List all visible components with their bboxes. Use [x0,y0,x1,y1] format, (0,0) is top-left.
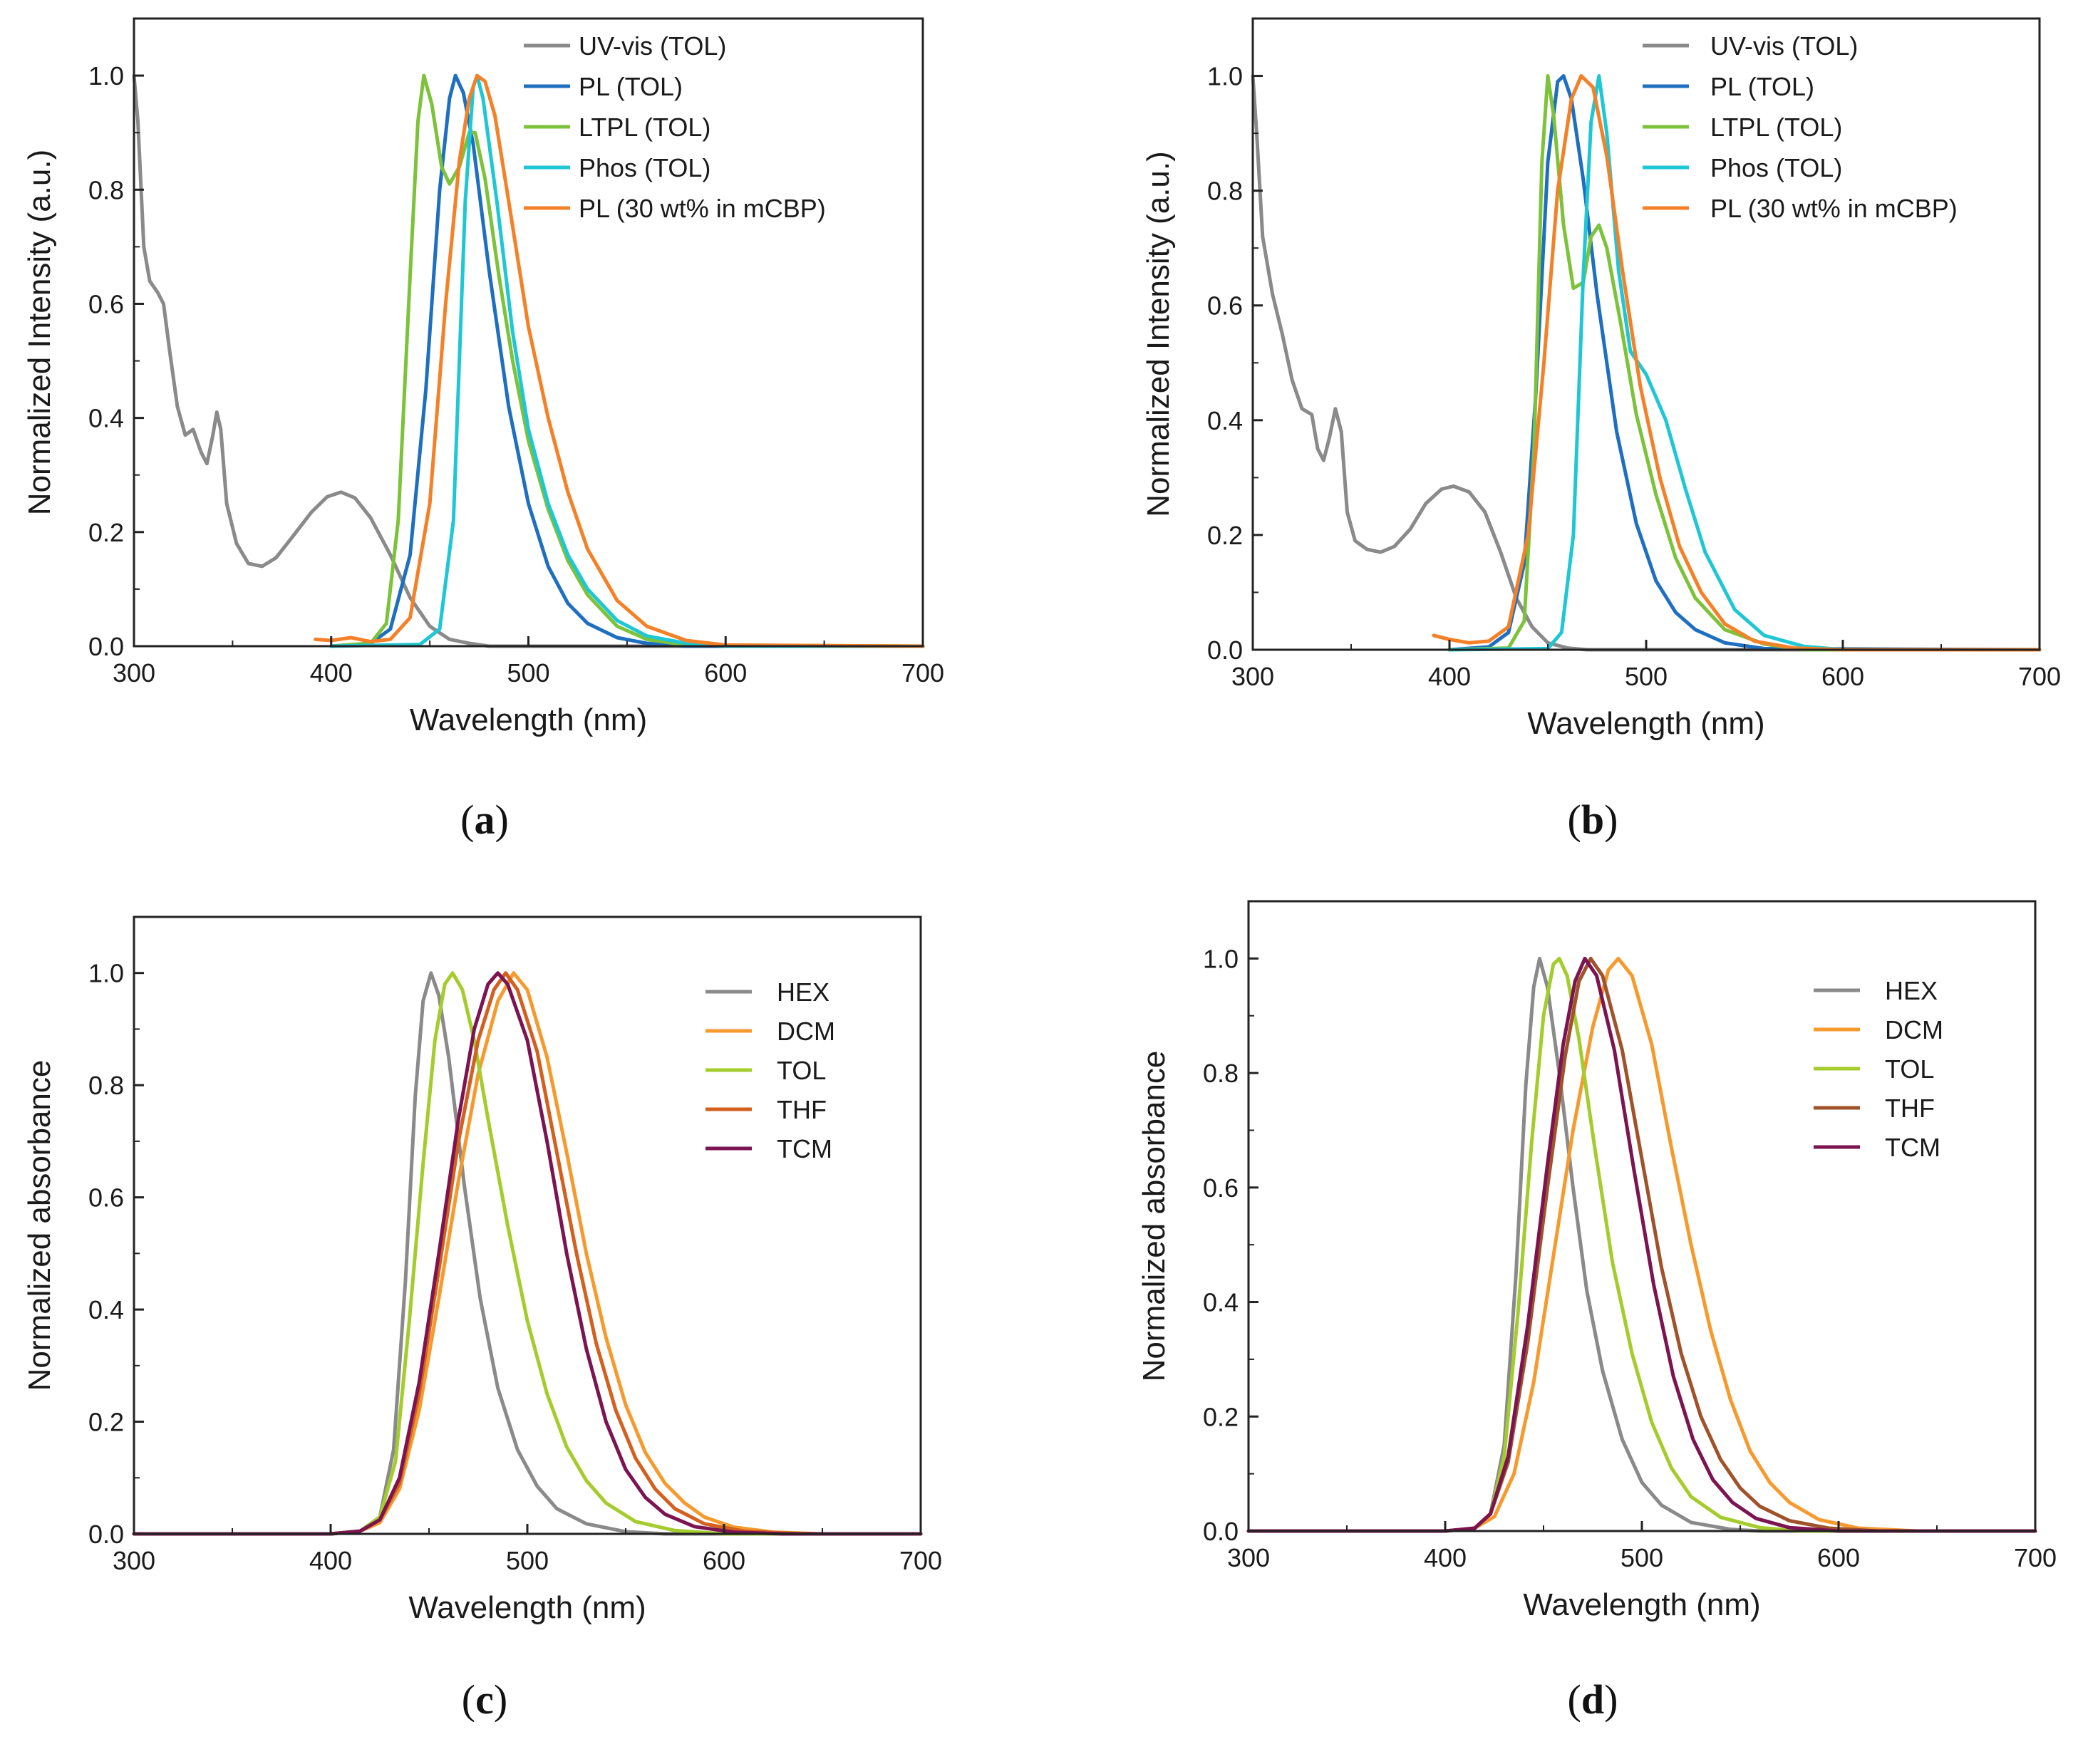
series-line-pl-30-wt-in-mcbp [314,73,925,648]
legend-label: PL (30 wt% in mCBP) [579,194,826,223]
legend-label: PL (30 wt% in mCBP) [1710,194,1958,223]
y-tick-label: 1.0 [88,61,124,90]
x-tick-label: 300 [1231,662,1274,691]
x-tick-label: 500 [1625,662,1668,691]
x-axis-label: Wavelength (nm) [408,1590,646,1625]
y-tick-label: 0.0 [88,632,124,661]
x-tick-label: 300 [1227,1543,1270,1572]
y-tick-label: 1.0 [1207,62,1243,91]
y-tick-label: 0.4 [1203,1288,1239,1317]
y-tick-label: 0.8 [1207,177,1243,206]
y-tick-label: 0.6 [1203,1173,1239,1203]
x-tick-label: 400 [309,1546,352,1575]
legend-label: HEX [1885,976,1938,1005]
x-tick-label: 500 [506,1546,549,1575]
y-tick-label: 0.8 [1203,1059,1239,1088]
legend-label: LTPL (TOL) [1710,113,1842,142]
x-tick-label: 600 [703,1546,745,1575]
x-tick-label: 500 [507,658,549,688]
series-line-tcm [132,971,923,1536]
series-line-dcm [1246,956,2037,1533]
y-tick-label: 0.0 [1207,635,1243,665]
legend-label: PL (TOL) [579,72,683,101]
y-axis-label: Normalized Intensity (a.u.) [1141,151,1176,517]
y-tick-label: 0.2 [88,1408,124,1437]
y-tick-label: 0.2 [88,518,124,547]
series-line-pl-tol [329,73,925,648]
panel-label: (c) [462,1676,507,1723]
x-tick-label: 400 [310,658,353,688]
series-line-pl-30-wt-in-mcbp [1432,74,2042,652]
panel-a: 300 400 500 600 700 0.0 0.2 0.4 0.6 0.8 1.0 Wavelen… [22,17,944,843]
x-axis-label: Wavelength (nm) [1527,706,1764,741]
legend-label: DCM [1885,1015,1943,1044]
x-tick-label: 600 [1821,662,1864,691]
y-tick-label: 0.4 [1207,406,1243,435]
legend-label: UV-vis (TOL) [579,31,726,61]
x-tick-label: 700 [901,658,944,688]
y-axis-label: Normalized Intensity (a.u.) [22,150,57,516]
legend-label: TCM [1885,1133,1940,1162]
legend-label: DCM [777,1017,835,1046]
y-tick-label: 0.6 [88,1183,124,1213]
y-tick-label: 0.2 [1203,1402,1239,1431]
series-line-phos-tol [329,73,925,648]
x-tick-label: 700 [899,1546,942,1575]
legend-label: UV-vis (TOL) [1710,31,1858,61]
x-tick-label: 600 [704,658,747,688]
series-line-ltpl-tol [1447,74,2042,652]
series-line-ltpl-tol [329,73,925,648]
series-line-tcm [1246,956,2037,1533]
panel-label: (a) [460,797,509,843]
legend-label: PL (TOL) [1710,72,1814,101]
x-tick-label: 400 [1428,662,1471,691]
y-tick-label: 1.0 [1203,944,1239,973]
series-line-dcm [132,971,923,1536]
y-tick-label: 0.0 [88,1520,124,1549]
x-tick-label: 500 [1620,1543,1663,1572]
legend-label: TOL [777,1056,826,1085]
y-tick-label: 0.4 [88,404,124,433]
panel-label: (b) [1568,797,1618,843]
series-line-thf [132,971,923,1536]
x-axis-label: Wavelength (nm) [1523,1587,1760,1622]
legend-label: TOL [1885,1054,1934,1084]
legend-label: THF [1885,1094,1935,1123]
x-tick-label: 600 [1817,1543,1860,1572]
panel-label: (d) [1568,1676,1618,1723]
y-tick-label: 0.6 [88,289,124,318]
legend-label: HEX [777,977,829,1007]
x-tick-label: 700 [2018,662,2061,691]
x-tick-label: 400 [1424,1543,1467,1572]
x-tick-label: 700 [2014,1543,2057,1572]
panel-b: 300 400 500 600 700 0.0 0.2 0.4 0.6 0.8 1.0 Wavelen… [1141,17,2061,843]
y-tick-label: 0.6 [1207,291,1243,321]
legend-label: TCM [777,1134,832,1163]
y-tick-label: 0.4 [88,1295,124,1324]
legend-label: Phos (TOL) [579,153,710,182]
legend-label: LTPL (TOL) [579,113,710,142]
series-line-pl-tol [1447,74,2042,652]
panel-d: 300 400 500 600 700 0.0 0.2 0.4 0.6 0.8 1.0 Wavelen… [1137,900,2057,1723]
series-line-tol [132,971,923,1536]
x-tick-label: 300 [113,658,155,688]
y-axis-label: Normalized absorbance [1137,1051,1172,1382]
x-axis-label: Wavelength (nm) [410,702,647,737]
y-tick-label: 1.0 [88,959,124,988]
y-tick-label: 0.0 [1203,1517,1239,1546]
y-tick-label: 0.2 [1207,521,1243,550]
panel-c: 300 400 500 600 700 0.0 0.2 0.4 0.6 0.8 1.0 Wavelen… [22,915,942,1723]
y-axis-label: Normalized absorbance [22,1060,57,1391]
y-tick-label: 0.8 [88,1071,124,1100]
x-tick-label: 300 [113,1546,155,1575]
legend-label: THF [777,1095,827,1124]
series-line-phos-tol [1447,74,2042,652]
legend-label: Phos (TOL) [1710,153,1842,182]
y-tick-label: 0.8 [88,175,124,204]
